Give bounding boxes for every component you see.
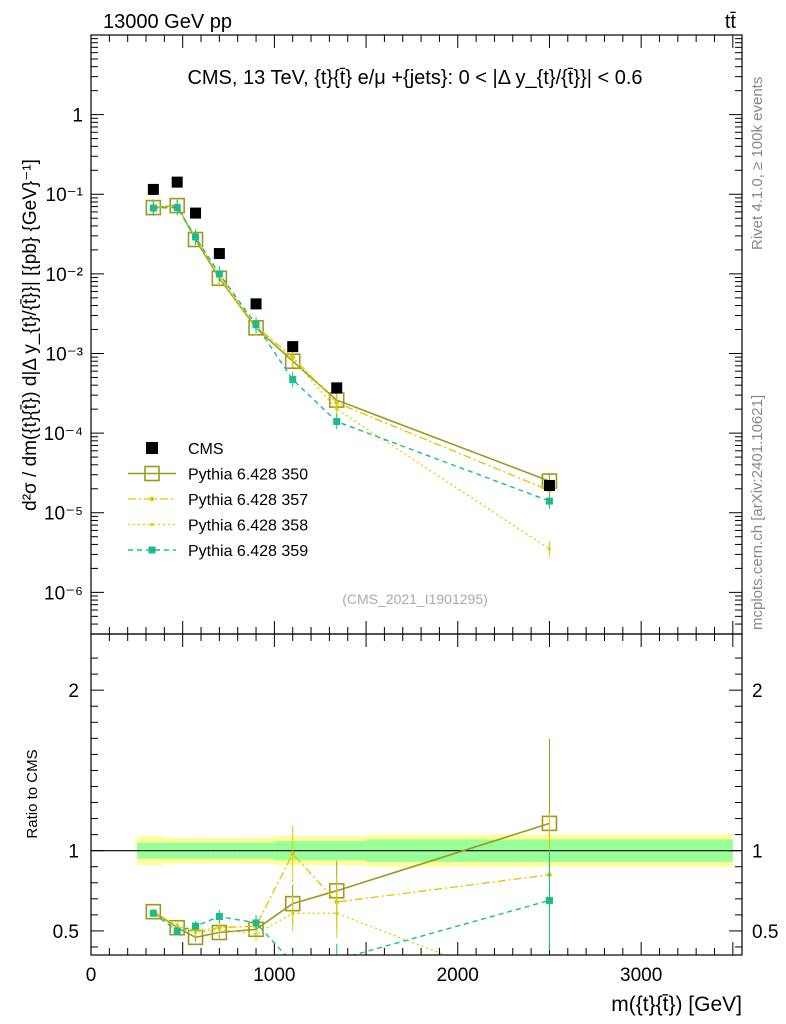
marker-p359 (289, 376, 297, 384)
ratio-marker-p358 (335, 911, 339, 915)
cms-point (250, 298, 262, 310)
y-tick-label: 10⁻⁴ (44, 424, 83, 445)
marker-p358 (547, 547, 552, 551)
ratio-marker-p359 (173, 927, 181, 935)
main-title: CMS, 13 TeV, {t}{t̄} e/μ +{jets}: 0 < |Δ… (187, 67, 642, 89)
ratio-data (145, 738, 558, 997)
y-tick-label: 10⁻⁵ (44, 504, 83, 525)
ratio-marker-p358 (548, 994, 551, 997)
ratio-line-p357 (152, 852, 550, 932)
legend: CMS Pythia 6.428 350 Pythia 6.428 357 Pythi… (128, 441, 308, 560)
ratio-marker-p359 (215, 912, 223, 920)
x-axis-label: m({t}{t̄}) [GeV] (611, 993, 742, 1016)
y-tick-label: 10⁻¹ (46, 185, 84, 206)
legend-marker-cms (146, 442, 158, 454)
main-panel: CMS, 13 TeV, {t}{t̄} e/μ +{jets}: 0 < |Δ… (20, 34, 743, 635)
ratio-marker-p350 (145, 903, 162, 920)
watermark: (CMS_2021_I1901295) (342, 591, 488, 607)
ratio-marker-p359 (252, 919, 260, 927)
cms-point (543, 479, 555, 491)
series-line-p359 (153, 206, 550, 502)
main-ticks: 10⁻⁶ 10⁻⁵ 10⁻⁴ 10⁻³ 10⁻² 10⁻¹ 1 (44, 35, 742, 635)
cms-point (213, 248, 225, 260)
legend-label: Pythia 6.428 357 (188, 492, 308, 509)
main-ylabel: d²σ / dm({t}{t̄}) d|Δ y_{t}/{t̄}}| [{pb}… (20, 159, 41, 511)
y-tick-label: 10⁻³ (46, 344, 84, 365)
ratio-line-p359 (152, 899, 550, 955)
ratio-marker-p359 (545, 896, 553, 904)
marker-p359 (173, 204, 181, 212)
ratio-marker-p359 (333, 956, 340, 963)
legend-marker-p357 (149, 496, 155, 502)
marker-p359 (149, 204, 157, 212)
ratio-ticks: 0.5 0.5 1 1 2 2 0 1000 2000 3000 (53, 634, 778, 986)
header-left: 13000 GeV pp (103, 11, 232, 33)
x-tick-label: 3000 (620, 965, 662, 986)
ratio-y-tick-label: 2 (68, 681, 79, 702)
mcplots-label: mcplots.cern.ch [arXiv:2401.10621] (749, 395, 766, 630)
ratio-y-tick-label-right: 1 (752, 842, 763, 863)
legend-marker-p358 (150, 522, 154, 527)
x-tick-label: 0 (86, 965, 97, 986)
y-tick-label: 1 (72, 106, 83, 127)
ratio-y-tick-label-right: 2 (752, 681, 763, 702)
cms-point (287, 341, 299, 353)
header-right: tt̄ (725, 11, 737, 33)
ratio-panel: 0.5 0.5 1 1 2 2 0 1000 2000 3000 Ratio to CMS m({… (24, 633, 778, 1016)
ratio-marker-p358 (217, 927, 221, 931)
legend-label: CMS (188, 441, 224, 458)
ratio-frame (90, 633, 743, 956)
ratio-band (91, 834, 742, 867)
legend-marker-p359 (148, 546, 156, 554)
cms-point (147, 183, 159, 195)
y-tick-label: 10⁻⁶ (44, 583, 83, 604)
y-tick-label: 10⁻² (46, 265, 84, 286)
ratio-y-tick-label: 0.5 (53, 922, 79, 943)
legend-label: Pythia 6.428 359 (188, 543, 308, 560)
ratio-ylabel: Ratio to CMS (24, 749, 41, 838)
cms-point (331, 382, 343, 394)
legend-label: Pythia 6.428 350 (188, 467, 308, 484)
ratio-marker-p358 (193, 930, 198, 935)
marker-p359 (215, 270, 223, 278)
marker-p359 (545, 497, 553, 505)
ratio-marker-p359 (149, 909, 157, 917)
ratio-marker-p357 (290, 851, 296, 857)
rivet-label: Rivet 4.1.0, ≥ 100k events (749, 77, 766, 250)
ratio-marker-p359 (192, 922, 200, 930)
cms-point (190, 207, 202, 219)
series-line-p350 (153, 204, 550, 482)
ratio-y-tick-label-right: 0.5 (752, 922, 778, 943)
legend-marker-p350 (144, 465, 160, 482)
series-line-p357 (153, 205, 550, 492)
legend-label: Pythia 6.428 358 (188, 518, 308, 535)
ratio-marker-p358 (254, 932, 258, 936)
cms-point (171, 176, 183, 188)
x-tick-label: 1000 (253, 965, 295, 986)
ratio-marker-p358 (291, 911, 295, 915)
x-tick-label: 2000 (437, 965, 479, 986)
marker-p359 (252, 321, 260, 329)
main-data (145, 176, 558, 557)
ratio-y-tick-label: 1 (68, 842, 79, 863)
marker-p358 (291, 357, 295, 361)
marker-p358 (335, 407, 339, 411)
marker-p359 (333, 417, 341, 425)
marker-p359 (192, 233, 200, 241)
